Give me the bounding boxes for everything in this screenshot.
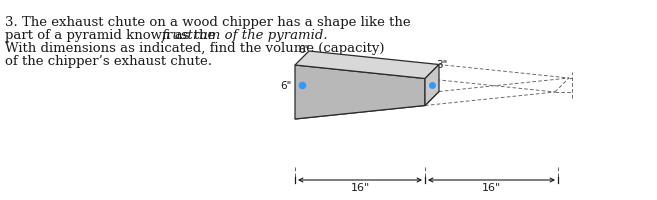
Text: 16": 16" (350, 182, 370, 192)
Polygon shape (295, 66, 425, 119)
Polygon shape (425, 65, 439, 106)
Polygon shape (295, 52, 439, 79)
Text: of the chipper’s exhaust chute.: of the chipper’s exhaust chute. (5, 55, 212, 68)
Text: 6": 6" (281, 81, 292, 91)
Text: 6": 6" (298, 45, 309, 55)
Text: 16": 16" (482, 182, 501, 192)
Polygon shape (295, 92, 439, 119)
Text: 3": 3" (428, 81, 440, 91)
Text: 3. The exhaust chute on a wood chipper has a shape like the: 3. The exhaust chute on a wood chipper h… (5, 16, 411, 29)
Text: 3": 3" (436, 59, 447, 69)
Text: part of a pyramid known as the: part of a pyramid known as the (5, 29, 219, 42)
Text: frustrum of the pyramid.: frustrum of the pyramid. (162, 29, 328, 42)
Text: With dimensions as indicated, find the volume (capacity): With dimensions as indicated, find the v… (5, 42, 384, 55)
